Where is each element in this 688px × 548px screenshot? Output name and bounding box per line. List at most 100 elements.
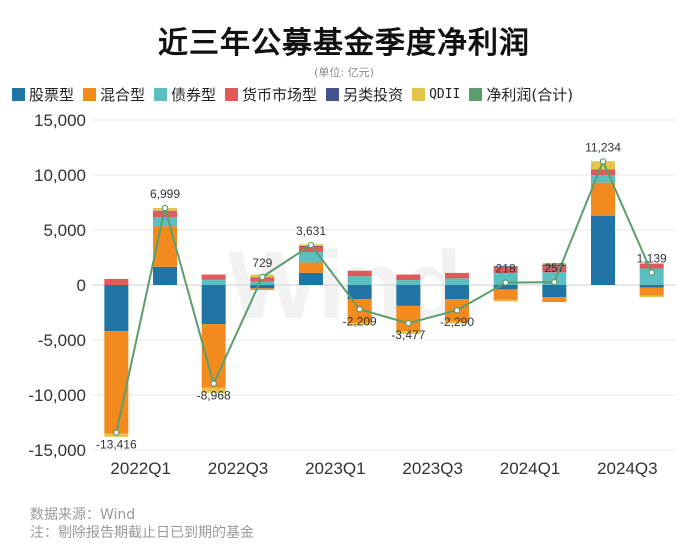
bar-segment bbox=[445, 278, 469, 285]
bar-segment bbox=[445, 285, 469, 300]
net-profit-label: 218 bbox=[496, 262, 516, 276]
legend-swatch-bond bbox=[154, 87, 168, 101]
net-profit-label: -8,968 bbox=[197, 389, 231, 403]
x-tick-label: 2024Q3 bbox=[597, 459, 658, 478]
y-tick-label: 10,000 bbox=[34, 166, 86, 185]
grid bbox=[92, 119, 676, 451]
bar-segment bbox=[347, 285, 372, 300]
y-tick-label: 5,000 bbox=[43, 221, 86, 240]
net-profit-point bbox=[648, 269, 655, 276]
bar-segment bbox=[201, 274, 226, 280]
bar-segment bbox=[493, 267, 518, 273]
bar-segment bbox=[201, 387, 226, 393]
bar-segment bbox=[639, 287, 664, 296]
x-tick-label: 2024Q1 bbox=[500, 459, 561, 478]
bar-segment bbox=[493, 299, 518, 302]
bar-segment bbox=[104, 285, 129, 332]
bar-segment bbox=[299, 272, 323, 285]
bar-segment bbox=[493, 285, 518, 290]
y-tick-label: 0 bbox=[77, 276, 86, 295]
y-axis: 15,000 10,000 5,000 0 -5,000 -10,000 -15,000 bbox=[28, 111, 86, 460]
legend-swatch-qdii bbox=[412, 87, 426, 101]
legend-label-stock: 股票型 bbox=[29, 85, 75, 104]
legend-swatch-stock bbox=[12, 87, 25, 101]
net-profit-label: 3,631 bbox=[296, 224, 326, 238]
source-note: 数据来源：Wind 注：剔除报告期截止日已到期的基金 bbox=[30, 506, 254, 542]
net-profit-point bbox=[210, 380, 217, 387]
y-tick-label: -5,000 bbox=[38, 331, 86, 350]
y-tick-label: -15,000 bbox=[28, 441, 86, 460]
bar-segment bbox=[299, 246, 323, 252]
net-profit-label: -13,416 bbox=[96, 438, 137, 452]
net-profit-point bbox=[405, 320, 412, 327]
bar-segment bbox=[250, 281, 275, 285]
value-labels: -13,416 6,999 -8,968 729 3,631 -2,209 -3,477 -2… bbox=[96, 140, 667, 451]
net-profit-point bbox=[161, 204, 169, 212]
bar-segment bbox=[201, 285, 226, 325]
bar-segment bbox=[396, 285, 421, 306]
bar-segment bbox=[493, 266, 518, 268]
bar-segment bbox=[542, 263, 567, 265]
bar-segment bbox=[396, 280, 421, 285]
legend-item-net-profit: 净利润(合计) bbox=[469, 84, 573, 105]
x-tick-label: 2023Q1 bbox=[305, 459, 366, 478]
bar-segment bbox=[639, 285, 664, 288]
net-profit-line bbox=[113, 158, 655, 436]
bar-segment bbox=[445, 272, 469, 279]
source-line: 数据来源：Wind bbox=[30, 507, 136, 523]
bar-segment bbox=[201, 279, 226, 285]
bar-segment bbox=[591, 169, 615, 175]
bar-segment bbox=[396, 305, 421, 332]
net-profit-point bbox=[259, 273, 266, 281]
bar-segment bbox=[445, 321, 469, 324]
bar-segment bbox=[591, 175, 615, 183]
bar-segment bbox=[542, 285, 567, 298]
legend-item-qdii: QDII bbox=[412, 87, 460, 102]
net-profit-label: -2,290 bbox=[440, 315, 474, 329]
legend-item-hybrid: 混合型 bbox=[83, 84, 145, 105]
x-axis: 2022Q1 2022Q3 2023Q1 2023Q3 2024Q1 2024Q3 bbox=[110, 459, 657, 478]
bar-segment bbox=[347, 276, 372, 285]
legend-item-stock: 股票型 bbox=[12, 84, 74, 105]
net-profit-label: 257 bbox=[544, 261, 564, 275]
chart-plot: Wind 15,00010,0005,0000-5,000-10,000-15,… bbox=[28, 111, 676, 478]
bar-segment bbox=[250, 285, 275, 289]
net-profit-label: -3,477 bbox=[391, 328, 425, 342]
bar-segment bbox=[591, 161, 615, 170]
net-profit-polyline bbox=[115, 158, 653, 433]
legend-item-alternative: 另类投资 bbox=[326, 84, 403, 105]
net-profit-point bbox=[502, 279, 509, 286]
legend-label-net-profit: 净利润(合计) bbox=[486, 85, 574, 104]
net-profit-label: 6,999 bbox=[150, 187, 180, 201]
bar-segment bbox=[299, 252, 323, 263]
bar-segment bbox=[153, 217, 177, 227]
bar-segment bbox=[250, 288, 275, 290]
bar-segment bbox=[396, 331, 421, 334]
note-line: 注：剔除报告期截止日已到期的基金 bbox=[30, 525, 254, 541]
chart-title: 近三年公募基金季度净利润 bbox=[158, 26, 530, 61]
net-profit-label: 1,139 bbox=[637, 251, 667, 265]
bar-segment bbox=[347, 322, 372, 326]
legend-label-bond: 债券型 bbox=[171, 85, 217, 104]
bar-segment bbox=[299, 262, 323, 273]
bar-segment bbox=[104, 331, 129, 434]
net-profit-point bbox=[307, 241, 315, 249]
bar-segment bbox=[493, 289, 518, 300]
bar-segment bbox=[104, 278, 129, 285]
y-tick-label: -10,000 bbox=[28, 386, 86, 405]
legend-swatch-money-market bbox=[225, 87, 239, 101]
bar-segment bbox=[639, 263, 664, 269]
legend-item-bond: 债券型 bbox=[154, 84, 216, 105]
legend-item-money-market: 货币市场型 bbox=[225, 84, 317, 105]
net-profit-point bbox=[551, 278, 558, 286]
unit-label: (单位: 亿元) bbox=[314, 66, 374, 79]
bar-segment bbox=[153, 266, 177, 285]
legend-label-money-market: 货币市场型 bbox=[242, 85, 318, 104]
net-profit-point bbox=[356, 306, 363, 313]
net-profit-point bbox=[453, 306, 461, 314]
bar-segment bbox=[639, 295, 664, 298]
x-tick-label: 2022Q3 bbox=[208, 459, 269, 478]
bar-segment bbox=[639, 268, 664, 285]
bar-segment bbox=[542, 297, 567, 303]
legend-label-alternative: 另类投资 bbox=[343, 85, 404, 104]
